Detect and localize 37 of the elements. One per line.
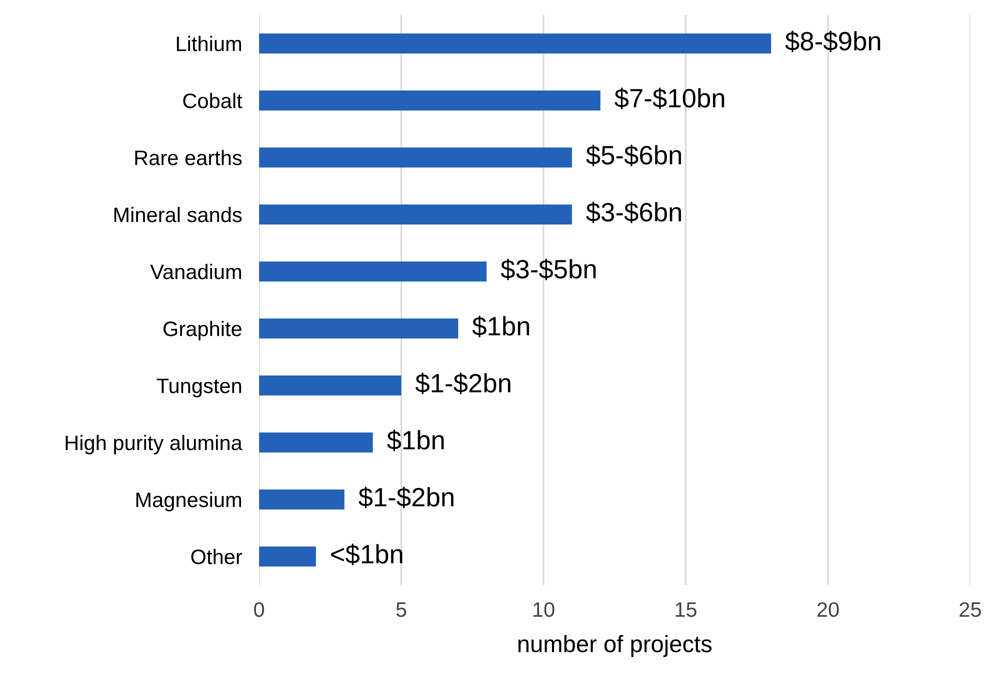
y-tick-label: Vanadium [150,264,242,280]
y-tick-label: Rare earths [135,150,242,166]
y-tick-label: Other [191,548,242,564]
y-tick-label: Mineral sands [114,206,242,222]
bar [259,376,402,396]
annotation: <$1bn [331,544,402,566]
x-tick-label: 0 [254,602,264,617]
annotation: $1-$2bn [415,372,510,394]
x-tick-label: 25 [960,602,981,617]
x-tick-label: 5 [396,602,406,617]
annotation: $3-$5bn [500,258,596,280]
annotation: $5-$6bn [586,144,681,166]
bar [259,34,772,54]
x-axis-title: number of projects [518,634,712,657]
annotation: $1-$2bn [358,486,454,508]
annotation: $7-$10bn [614,88,724,110]
bar [259,432,373,452]
bar [259,318,458,338]
x-tick-label: 10 [534,602,554,617]
y-tick-label: Cobalt [183,92,242,108]
annotation: $1bn [387,430,444,452]
y-tick-label: Graphite [164,320,242,340]
y-tick-label: Magnesium [136,492,242,512]
bar [259,262,487,282]
bar [259,90,600,110]
y-tick-label: Lithium [176,36,242,52]
x-tick-label: 20 [817,602,839,617]
annotation: $8-$9bn [785,30,880,52]
y-tick-label: Tungsten [156,378,242,398]
bar [259,490,344,510]
annotation: $1bn [472,316,530,338]
bar [259,546,316,566]
y-tick-label: High purity alumina [66,434,242,454]
bar [259,204,572,224]
annotation: $3-$6bn [586,202,681,224]
bar [259,148,572,168]
x-tick-label: 15 [676,602,696,617]
